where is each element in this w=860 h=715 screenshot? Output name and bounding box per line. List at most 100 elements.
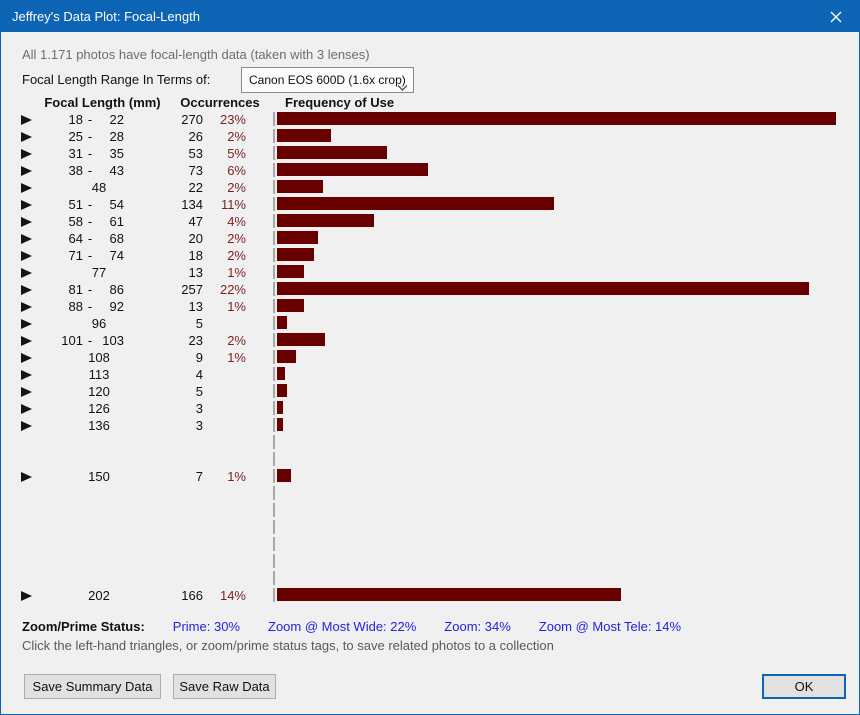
range-dash: -	[87, 282, 93, 297]
row-expand-triangle[interactable]	[21, 166, 32, 176]
range-dash: -	[87, 129, 93, 144]
frequency-bar	[277, 299, 304, 312]
frequency-bar	[277, 282, 809, 295]
frequency-bar	[277, 197, 554, 210]
chevron-down-icon	[397, 76, 408, 100]
frequency-bar	[277, 401, 283, 414]
focal-value: 120	[88, 384, 110, 399]
axis-tick	[273, 231, 275, 245]
row-expand-triangle[interactable]	[21, 370, 32, 380]
frequency-bar	[277, 350, 296, 363]
percent-value: 11%	[220, 197, 246, 212]
row-expand-triangle[interactable]	[21, 591, 32, 601]
focal-range-from: 38	[68, 163, 83, 178]
row-expand-triangle[interactable]	[21, 234, 32, 244]
row-expand-triangle[interactable]	[21, 217, 32, 227]
focal-range-from: 64	[68, 231, 83, 246]
focal-range-to: 43	[109, 163, 124, 178]
axis-tick	[273, 435, 275, 449]
range-dash: -	[87, 231, 93, 246]
axis-tick	[273, 486, 275, 500]
focal-range-to: 74	[109, 248, 124, 263]
range-dash: -	[87, 214, 93, 229]
axis-tick	[273, 401, 275, 415]
focal-range-to: 28	[109, 129, 124, 144]
row-expand-triangle[interactable]	[21, 149, 32, 159]
axis-tick	[273, 367, 275, 381]
frequency-bar	[277, 146, 387, 159]
zoom-prime-status-label: Zoom/Prime Status:	[22, 619, 145, 634]
focal-value: 113	[88, 367, 110, 382]
row-expand-triangle[interactable]	[21, 251, 32, 261]
occurrences-value: 22	[188, 180, 203, 195]
ok-button[interactable]: OK	[762, 674, 846, 699]
zoom-prime-status-row: Zoom/Prime Status: Prime: 30% Zoom @ Mos…	[22, 619, 681, 634]
row-expand-triangle[interactable]	[21, 285, 32, 295]
percent-value: 1%	[227, 469, 246, 484]
occurrences-value: 134	[181, 197, 203, 212]
focal-value: 150	[88, 469, 110, 484]
close-icon	[830, 11, 842, 23]
frequency-bar	[277, 231, 318, 244]
title-bar: Jeffrey's Data Plot: Focal-Length	[1, 1, 859, 32]
column-header-focal-length: Focal Length (mm)	[44, 95, 161, 110]
frequency-bar	[277, 129, 331, 142]
occurrences-value: 13	[188, 299, 203, 314]
focal-value: 136	[88, 418, 110, 433]
row-expand-triangle[interactable]	[21, 115, 32, 125]
row-expand-triangle[interactable]	[21, 336, 32, 346]
row-expand-triangle[interactable]	[21, 319, 32, 329]
percent-value: 2%	[227, 180, 246, 195]
camera-select[interactable]: Canon EOS 600D (1.6x crop)	[241, 67, 414, 93]
focal-value: 96	[91, 316, 107, 331]
row-expand-triangle[interactable]	[21, 183, 32, 193]
row-expand-triangle[interactable]	[21, 200, 32, 210]
status-tag-zoom[interactable]: Zoom: 34%	[444, 619, 511, 634]
focal-range-from: 81	[68, 282, 83, 297]
focal-range-from: 88	[68, 299, 83, 314]
focal-value: 108	[88, 350, 110, 365]
save-summary-data-button[interactable]: Save Summary Data	[24, 674, 161, 699]
close-button[interactable]	[813, 1, 859, 32]
focal-range-to: 92	[109, 299, 124, 314]
axis-tick	[273, 333, 275, 347]
axis-tick	[273, 299, 275, 313]
percent-value: 22%	[219, 282, 246, 297]
column-header-frequency: Frequency of Use	[285, 95, 395, 110]
occurrences-value: 47	[188, 214, 203, 229]
save-raw-data-button[interactable]: Save Raw Data	[173, 674, 276, 699]
row-expand-triangle[interactable]	[21, 387, 32, 397]
axis-tick	[273, 554, 275, 568]
range-dash: -	[87, 112, 93, 127]
axis-tick	[273, 469, 275, 483]
focal-range-from: 71	[68, 248, 83, 263]
percent-value: 1%	[227, 265, 246, 280]
axis-tick	[273, 129, 275, 143]
row-expand-triangle[interactable]	[21, 302, 32, 312]
status-tag-zoom-wide[interactable]: Zoom @ Most Wide: 22%	[268, 619, 417, 634]
focal-range-from: 18	[68, 112, 83, 127]
occurrences-value: 3	[195, 401, 203, 416]
row-expand-triangle[interactable]	[21, 268, 32, 278]
frequency-bar	[277, 384, 287, 397]
status-tag-prime[interactable]: Prime: 30%	[172, 619, 240, 634]
focal-range-from: 51	[68, 197, 83, 212]
row-expand-triangle[interactable]	[21, 353, 32, 363]
row-expand-triangle[interactable]	[21, 404, 32, 414]
occurrences-value: 5	[195, 316, 203, 331]
frequency-bar	[277, 588, 621, 601]
frequency-bar	[277, 248, 314, 261]
occurrences-value: 23	[188, 333, 203, 348]
row-expand-triangle[interactable]	[21, 472, 32, 482]
frequency-bar	[277, 316, 287, 329]
focal-range-from: 31	[68, 146, 83, 161]
occurrences-value: 3	[195, 418, 203, 433]
axis-tick	[273, 452, 275, 466]
photo-count-summary: All 1.171 photos have focal-length data …	[22, 47, 370, 62]
percent-value: 2%	[227, 248, 246, 263]
frequency-bar	[277, 367, 285, 380]
row-expand-triangle[interactable]	[21, 132, 32, 142]
status-tag-zoom-tele[interactable]: Zoom @ Most Tele: 14%	[538, 619, 682, 634]
focal-range-to: 86	[109, 282, 124, 297]
row-expand-triangle[interactable]	[21, 421, 32, 431]
